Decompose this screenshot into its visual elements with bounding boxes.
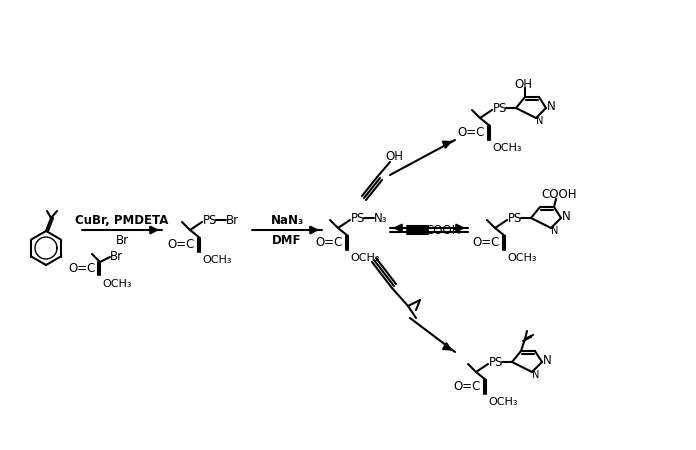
Text: N₃: N₃ [374,212,388,225]
Text: N: N [551,226,559,236]
Text: OCH₃: OCH₃ [102,279,132,289]
Text: NaN₃: NaN₃ [271,215,303,228]
Text: OH: OH [385,150,403,163]
Text: Br: Br [116,234,129,248]
Text: PS: PS [508,212,522,225]
Text: OCH₃: OCH₃ [507,253,537,263]
Text: O=C: O=C [168,238,195,252]
Text: N: N [562,210,571,222]
Text: OCH₃: OCH₃ [488,397,518,407]
Text: N: N [532,370,539,380]
Text: PS: PS [203,213,217,226]
Text: O=C: O=C [473,237,500,249]
Text: Br: Br [109,249,122,262]
Text: N: N [537,116,544,126]
Text: OCH₃: OCH₃ [202,255,232,265]
Text: O=C: O=C [458,126,485,140]
Text: PS: PS [489,356,503,369]
Text: N: N [546,99,555,112]
Text: PS: PS [493,102,507,114]
Text: OH: OH [514,78,532,91]
Text: Br: Br [226,213,239,226]
Text: CuBr, PMDETA: CuBr, PMDETA [75,215,168,228]
Text: O=C: O=C [454,381,481,393]
Text: DMF: DMF [272,234,302,248]
Text: COOH: COOH [541,189,577,202]
Text: O=C: O=C [69,262,96,275]
Text: OCH₃: OCH₃ [492,143,521,153]
Text: COOH: COOH [425,224,461,237]
Text: PS: PS [351,212,365,225]
Text: O=C: O=C [315,237,343,249]
Text: OCH₃: OCH₃ [350,253,379,263]
Text: N: N [543,354,551,366]
